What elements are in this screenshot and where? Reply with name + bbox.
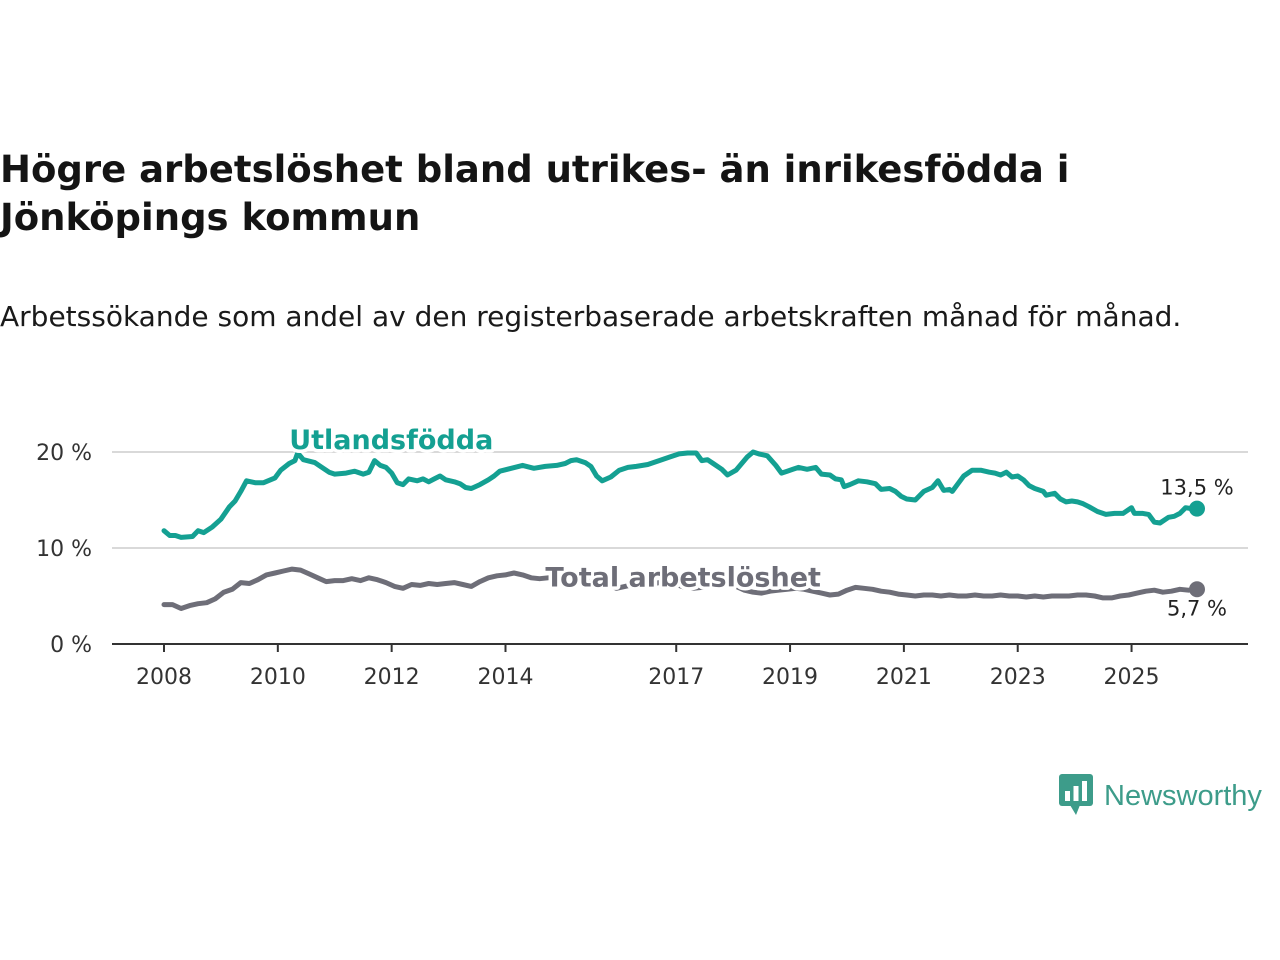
x-tick-label: 2025 (1104, 665, 1160, 690)
total-arbetsloshet-series-label: Total arbetslöshet (545, 562, 821, 593)
chart-title: Högre arbetslöshet bland utrikes- än inr… (0, 148, 1070, 239)
series-labels: 13,5 % 5,7 % Utlandsfödda Total arbetslöshe… (286, 422, 1234, 621)
axes: 0 % 10 % 20 % 2008 2010 2012 2014 2017 2019 2021 2… (36, 441, 1248, 690)
x-tick-label: 2010 (250, 665, 306, 690)
x-tick-label: 2021 (876, 665, 932, 690)
utlandsfodda-end-label: 13,5 % (1160, 476, 1233, 500)
series-lines (161, 449, 1205, 611)
utlandsfodda-end-point (1189, 500, 1205, 517)
total-arbetsloshet-end-point (1189, 581, 1205, 598)
chart-subtitle: Arbetssökande som andel av den registerb… (0, 300, 1182, 333)
utlandsfodda-series-label: Utlandsfödda (289, 425, 493, 456)
x-tick-label: 2023 (990, 665, 1046, 690)
y-tick-label: 0 % (50, 633, 92, 658)
total-arbetsloshet-end-label: 5,7 % (1167, 596, 1227, 620)
x-tick-label: 2012 (364, 665, 420, 690)
x-tick-label: 2017 (648, 665, 704, 690)
total-arbetsloshet-line (161, 566, 1200, 611)
x-tick-label: 2014 (477, 665, 533, 690)
x-tick-label: 2019 (762, 665, 818, 690)
x-tick-label: 2008 (136, 665, 192, 690)
y-tick-label: 10 % (36, 537, 92, 562)
y-tick-label: 20 % (36, 441, 92, 466)
bar-chart-speech-bubble-icon (1058, 772, 1094, 820)
brand-name: Newsworthy (1104, 779, 1262, 812)
utlandsfodda-line (161, 449, 1200, 540)
newsworthy-logo: Newsworthy (1058, 774, 1262, 818)
